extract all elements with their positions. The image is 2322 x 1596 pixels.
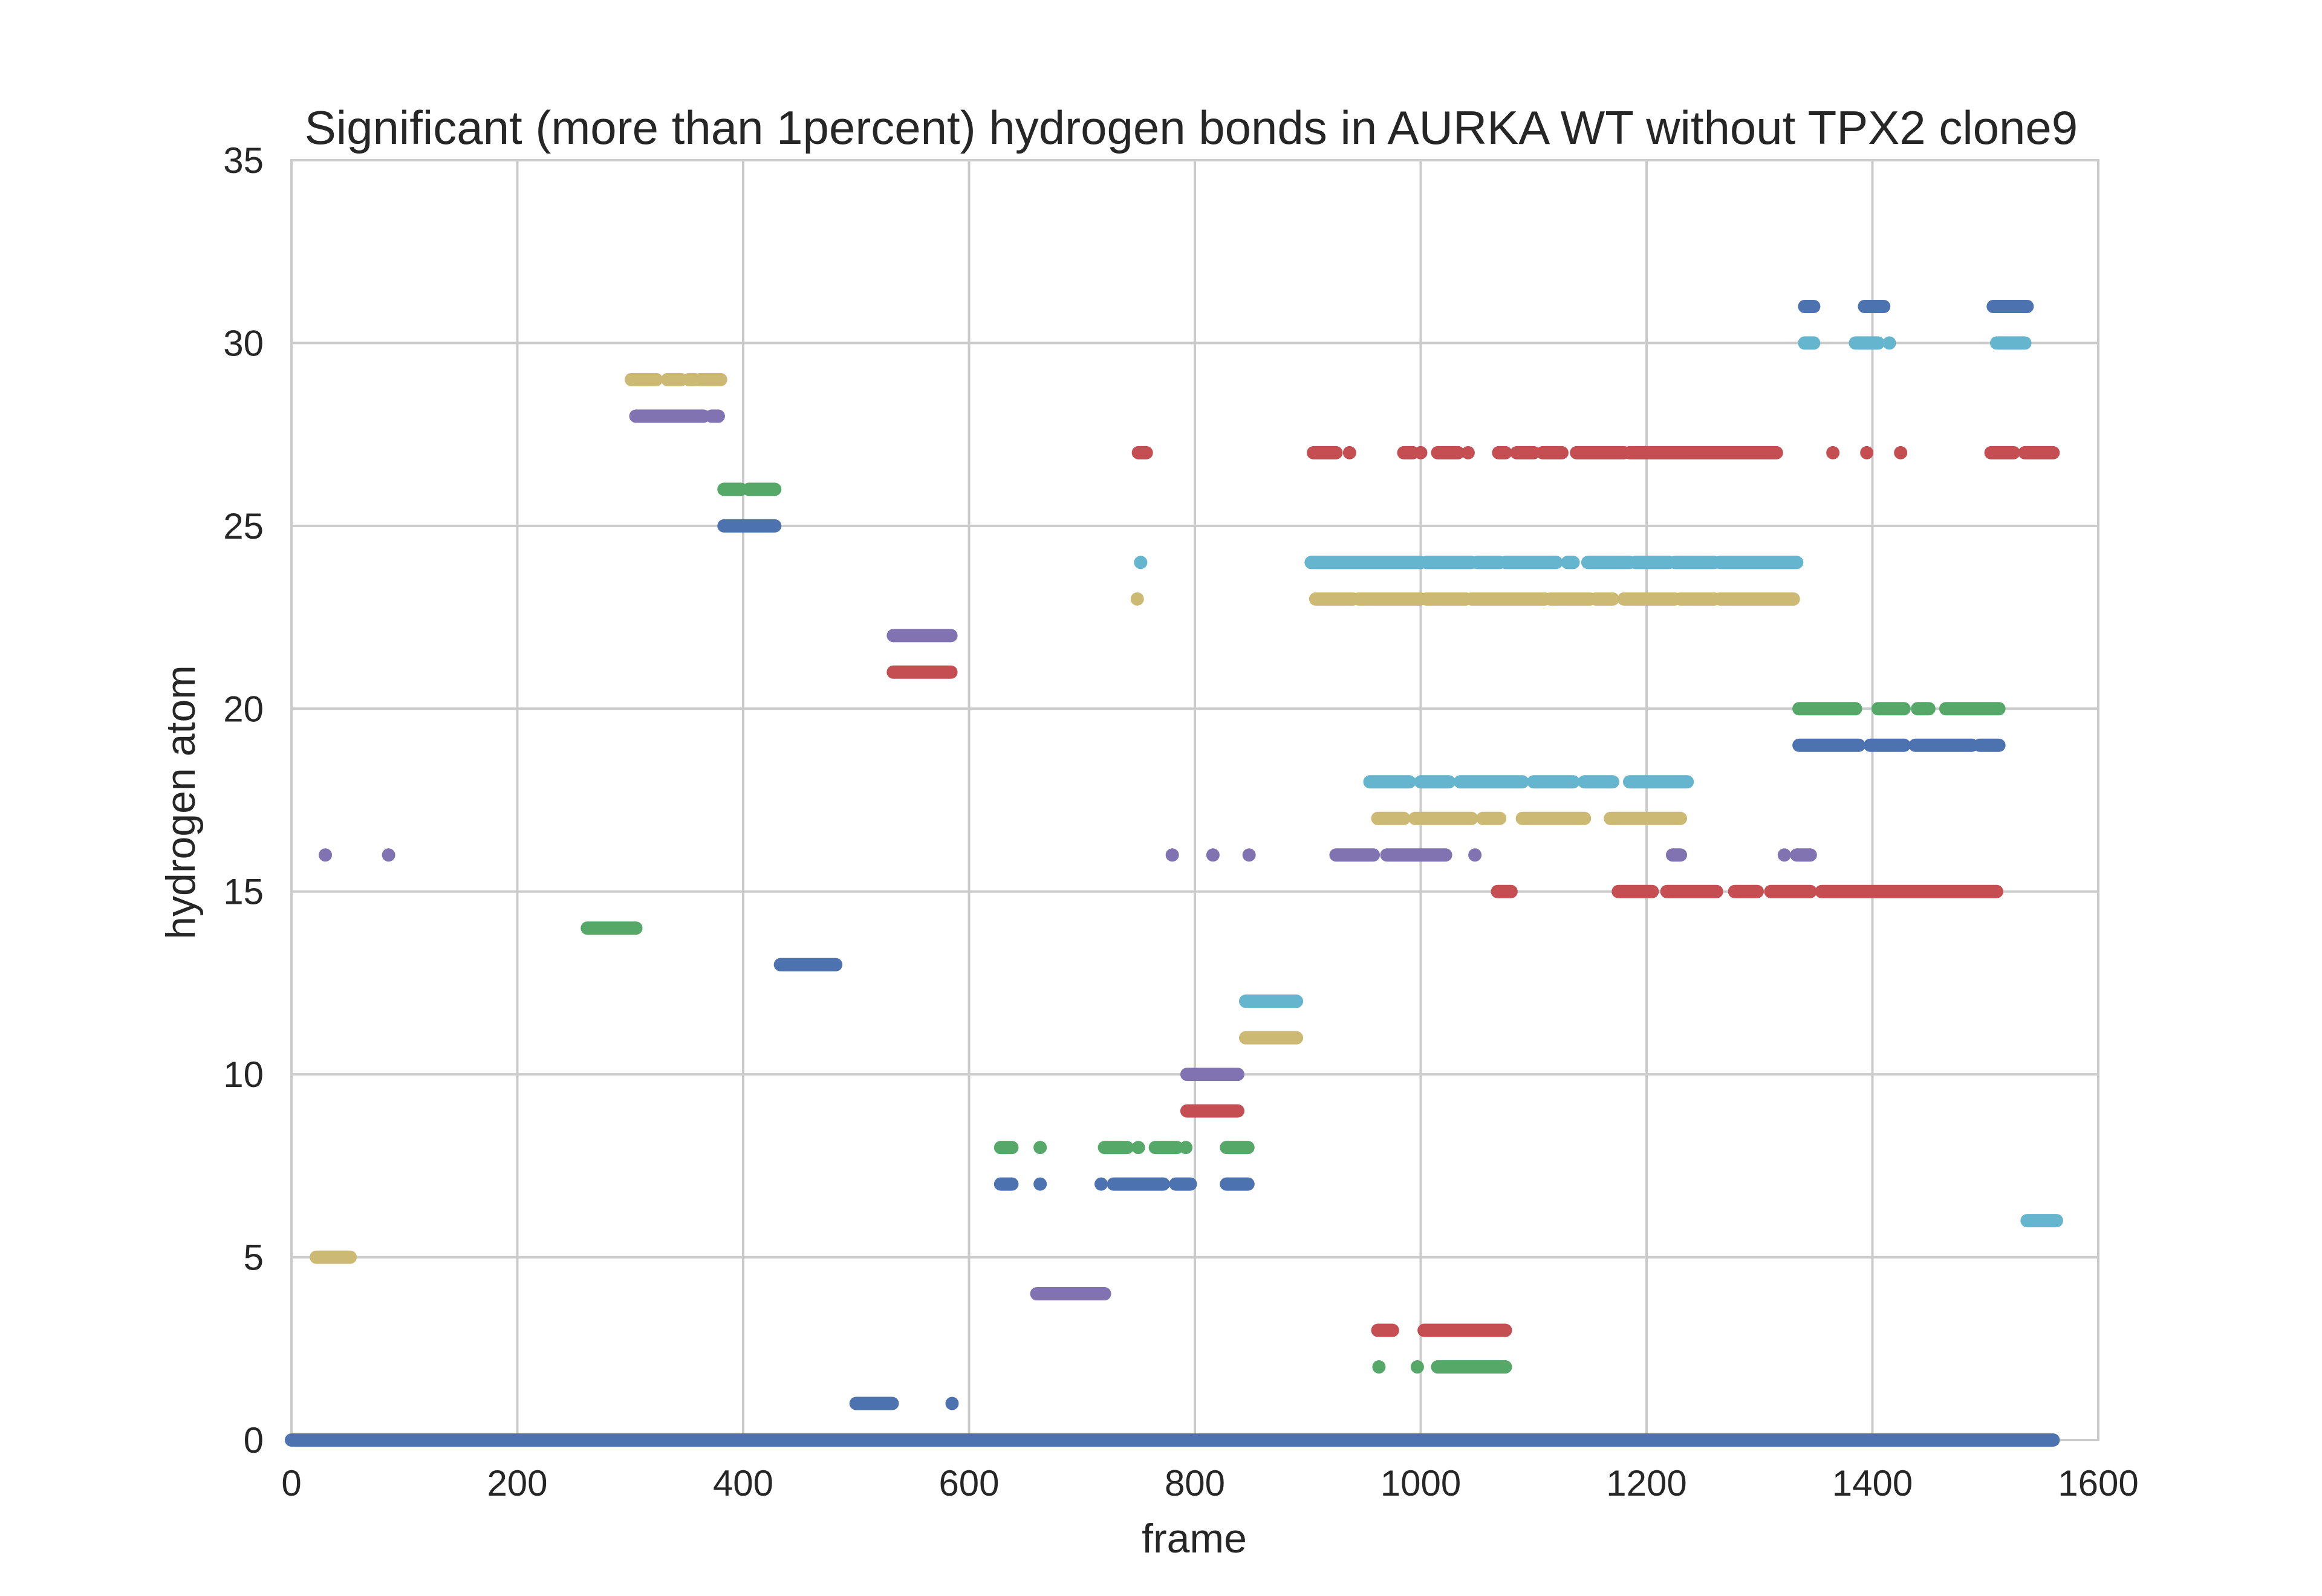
data-point xyxy=(1242,848,1256,862)
data-point xyxy=(1179,1141,1193,1155)
series-y-30 xyxy=(1798,336,2032,350)
x-tick-label: 1600 xyxy=(2058,1463,2138,1504)
x-tick-label: 1000 xyxy=(1381,1463,1461,1504)
y-tick-label: 35 xyxy=(223,140,264,181)
chart-title: Significant (more than 1percent) hydroge… xyxy=(305,101,2078,154)
y-tick-label: 20 xyxy=(223,689,264,729)
data-point xyxy=(1372,1360,1386,1374)
series-y-24 xyxy=(1134,556,1804,569)
x-tick-label: 1400 xyxy=(1832,1463,1913,1504)
data-point xyxy=(1131,1141,1145,1155)
x-tick-label: 0 xyxy=(281,1463,301,1504)
y-tick-label: 0 xyxy=(244,1420,264,1461)
data-point xyxy=(1094,1177,1108,1191)
x-axis-label: frame xyxy=(1142,1516,1247,1562)
data-point xyxy=(1826,446,1840,459)
data-point xyxy=(1130,592,1144,606)
data-point xyxy=(1033,1177,1047,1191)
data-point xyxy=(319,848,333,862)
data-point xyxy=(1342,446,1356,459)
x-tick-label: 200 xyxy=(487,1463,547,1504)
data-point xyxy=(1468,848,1482,862)
data-points xyxy=(285,299,2063,1447)
data-point xyxy=(1894,446,1908,459)
data-point xyxy=(1461,446,1475,459)
data-point xyxy=(1882,336,1896,350)
data-point xyxy=(1860,446,1874,459)
y-axis-label: hydrogen atom xyxy=(158,665,204,939)
x-tick-label: 800 xyxy=(1165,1463,1225,1504)
data-point xyxy=(382,848,395,862)
series-y-2 xyxy=(1372,1360,1512,1374)
series-y-1 xyxy=(849,1396,959,1410)
y-tick-label: 30 xyxy=(223,323,264,363)
x-tick-label: 400 xyxy=(713,1463,773,1504)
data-point xyxy=(1206,848,1220,862)
y-tick-label: 5 xyxy=(244,1238,264,1278)
series-y-7 xyxy=(994,1177,1255,1191)
tick-labels: 0 200 400 600 800 1000 1200 1400 1600 0 5 10 15 20 25 3… xyxy=(223,140,2138,1504)
series-y-8 xyxy=(994,1141,1255,1155)
data-point xyxy=(1134,556,1148,569)
series-y-23 xyxy=(1130,592,1800,606)
series-y-27 xyxy=(1131,446,2060,459)
x-tick-label: 1200 xyxy=(1606,1463,1686,1504)
data-point xyxy=(1033,1141,1047,1155)
x-tick-label: 600 xyxy=(938,1463,999,1504)
y-tick-label: 25 xyxy=(223,506,264,547)
data-point xyxy=(1410,1360,1424,1374)
data-point xyxy=(1777,848,1791,862)
y-tick-label: 15 xyxy=(223,872,264,912)
series-y-16 xyxy=(319,848,1817,862)
data-point xyxy=(945,1396,959,1410)
y-tick-label: 10 xyxy=(223,1054,264,1095)
data-point xyxy=(1414,446,1428,459)
data-point xyxy=(1165,848,1179,862)
